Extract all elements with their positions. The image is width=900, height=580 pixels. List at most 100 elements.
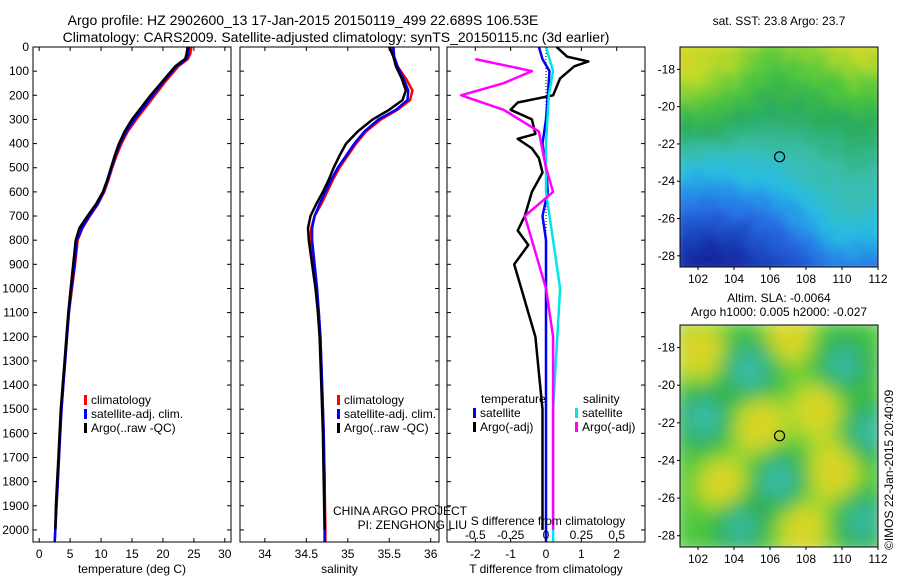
map-cell (692, 439, 699, 446)
map-cell (860, 463, 867, 470)
map-cell (704, 207, 711, 214)
map-cell (848, 403, 855, 410)
map-cell (698, 70, 705, 78)
map-cell (842, 261, 849, 267)
map-cell (836, 70, 843, 78)
map-cell (752, 237, 759, 244)
map-cell (746, 70, 753, 78)
map-cell (836, 463, 843, 470)
map-cell (776, 325, 783, 332)
map-cell (770, 165, 777, 173)
map-cell (848, 243, 855, 250)
map-cell (800, 165, 807, 173)
map-cell (836, 355, 843, 362)
map-cell (740, 397, 747, 404)
map-cell (794, 112, 801, 119)
map-cell (710, 160, 717, 167)
map-cell (776, 255, 783, 262)
y-tick-label: 500 (9, 161, 29, 175)
map-cell (722, 47, 729, 54)
map-cell (794, 237, 801, 244)
map-cell (722, 367, 729, 374)
map-cell (734, 261, 741, 267)
map-cell (872, 325, 878, 332)
map-cell (698, 349, 705, 356)
map-cell (734, 469, 741, 476)
map-cell (764, 64, 771, 72)
s-tick-label: 0 (543, 528, 550, 542)
map-cell (752, 124, 759, 131)
map-cell (800, 511, 807, 518)
map-cell (698, 337, 705, 344)
map-cell (836, 82, 843, 90)
map-cell (812, 189, 819, 197)
map-cell (776, 183, 783, 191)
map-cell (734, 195, 741, 203)
map-cell (680, 243, 687, 250)
map-cell (818, 445, 825, 452)
map-cell (812, 487, 819, 494)
map-cell (824, 231, 831, 238)
map-cell (878, 118, 885, 125)
map-cell (758, 148, 765, 155)
map-cell (800, 523, 807, 530)
map-cell (698, 154, 705, 161)
map-cell (800, 421, 807, 428)
map-cell (758, 82, 765, 90)
map-cell (818, 349, 825, 356)
map-cell (848, 130, 855, 137)
map-cell (782, 255, 789, 262)
map-cell (752, 243, 759, 250)
map-cell (824, 409, 831, 416)
map-cell (782, 439, 789, 446)
map-cell (830, 112, 837, 119)
map-cell (716, 267, 723, 274)
map-cell (698, 195, 705, 203)
map-cell (818, 76, 825, 84)
map-cell (686, 403, 693, 410)
map-cell (734, 505, 741, 512)
map-cell (824, 529, 831, 536)
map-cell (872, 415, 878, 422)
map-cell (878, 178, 885, 185)
map-cell (788, 343, 795, 350)
map-cell (746, 445, 753, 452)
map-cell (680, 183, 687, 191)
map-cell (746, 249, 753, 256)
map-cell (758, 517, 765, 524)
map-cell (770, 112, 777, 119)
map-cell (698, 243, 705, 250)
map-cell (704, 94, 711, 102)
map-cell (812, 100, 819, 107)
map-cell (788, 118, 795, 125)
map-cell (686, 421, 693, 428)
map-cell (794, 82, 801, 90)
map-cell (788, 487, 795, 494)
map-cell (800, 349, 807, 356)
map-cell (692, 367, 699, 374)
map-cell (722, 154, 729, 161)
map-cell (836, 421, 843, 428)
map-cell (872, 47, 878, 54)
map-cell (728, 433, 735, 440)
map-cell (872, 409, 878, 416)
map-cell (794, 511, 801, 518)
map-cell (752, 421, 759, 428)
map-cell (806, 225, 813, 232)
map-cell (680, 255, 687, 262)
map-cell (710, 457, 717, 464)
map-cell (860, 331, 867, 338)
map-cell (740, 213, 747, 220)
map-cell (752, 112, 759, 119)
map-cell (740, 493, 747, 500)
map-cell (812, 439, 819, 446)
map-cell (752, 177, 759, 185)
map-cell (818, 213, 825, 220)
map-cell (806, 94, 813, 102)
map-cell (716, 243, 723, 250)
map-cell (704, 427, 711, 434)
map-cell (686, 195, 693, 203)
map-cell (782, 47, 789, 54)
map-cell (716, 183, 723, 191)
map-cell (866, 213, 873, 220)
